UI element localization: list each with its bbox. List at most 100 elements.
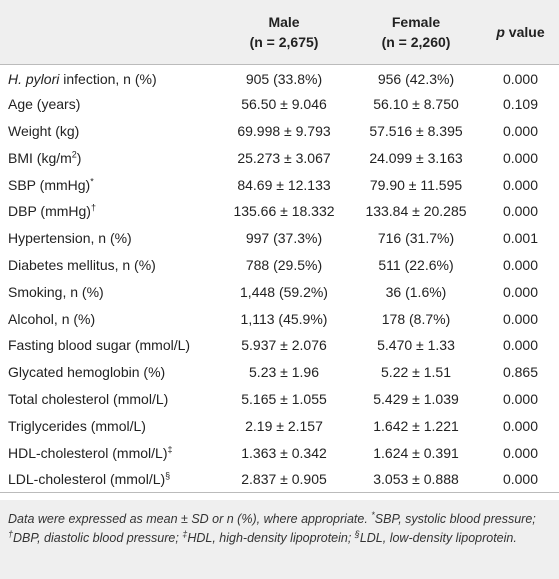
header-text: value <box>504 23 545 40</box>
cell: 905 (33.8%) <box>245 70 323 87</box>
row-label: SBP (mmHg)* <box>0 171 218 198</box>
cell: 79.90 ± 11.595 <box>369 176 463 193</box>
table-row: Triglycerides (mmol/L) 2.19 ± 2.157 1.642 … <box>0 412 559 439</box>
table-row: Weight (kg) 69.998 ± 9.793 57.516 ± 8.395 0… <box>0 118 559 145</box>
text-segment: Fasting blood sugar (mmol/L) <box>8 337 191 354</box>
cell: 56.10 ± 8.750 <box>373 96 459 113</box>
cell: 0.109 <box>502 96 539 113</box>
cell: 24.099 ± 3.163 <box>369 149 463 166</box>
cell: 69.998 ± 9.793 <box>237 122 331 139</box>
text-segment: ) <box>76 149 82 166</box>
cell: 133.84 ± 20.285 <box>365 203 467 220</box>
cell: 0.000 <box>502 417 539 434</box>
text-segment: Triglycerides (mmol/L) <box>8 417 146 434</box>
header-text: (n = 2,260) <box>381 33 451 50</box>
row-label: BMI (kg/m2) <box>0 144 218 171</box>
text-segment: DBP (mmHg) <box>8 203 91 220</box>
cell: 5.23 ± 1.96 <box>249 364 319 381</box>
cell: 0.000 <box>502 149 539 166</box>
row-label: Triglycerides (mmol/L) <box>0 412 218 439</box>
row-label: Alcohol, n (%) <box>0 305 218 332</box>
row-label: Glycated hemoglobin (%) <box>0 359 218 386</box>
row-label: H. pylori infection, n (%) <box>0 64 218 91</box>
cell: 0.000 <box>502 283 539 300</box>
cell: 0.000 <box>502 310 539 327</box>
table-row: Alcohol, n (%) 1,113 (45.9%) 178 (8.7%) 0.0… <box>0 305 559 332</box>
cell: 997 (37.3%) <box>245 230 323 247</box>
text-segment: Glycated hemoglobin (%) <box>8 364 166 381</box>
text-segment: HDL-cholesterol (mmol/L) <box>8 444 168 461</box>
cell: 0.865 <box>502 364 539 381</box>
cell: 0.000 <box>502 444 539 461</box>
cell: 5.470 ± 1.33 <box>377 337 455 354</box>
cell: 5.937 ± 2.076 <box>241 337 327 354</box>
header-text: Female <box>391 13 441 30</box>
cell: 0.000 <box>502 390 539 407</box>
cell: 1.624 ± 0.391 <box>373 444 459 461</box>
superscript: * <box>90 175 94 186</box>
text-segment: Age (years) <box>8 96 81 113</box>
cell: 178 (8.7%) <box>381 310 451 327</box>
header-text: (n = 2,675) <box>249 33 319 50</box>
row-label: LDL-cholesterol (mmol/L)§ <box>0 466 218 493</box>
cell: 0.000 <box>502 256 539 273</box>
cell: 5.165 ± 1.055 <box>241 390 327 407</box>
footnote: Data were expressed as mean ± SD or n (%… <box>0 500 559 579</box>
row-label: Fasting blood sugar (mmol/L) <box>0 332 218 359</box>
row-label: Weight (kg) <box>0 118 218 145</box>
table-row: DBP (mmHg)† 135.66 ± 18.332 133.84 ± 20.28… <box>0 198 559 225</box>
text-segment: Smoking, n (%) <box>8 283 104 300</box>
superscript: § <box>354 528 360 539</box>
header-text: Male <box>268 13 300 30</box>
table-row: Diabetes mellitus, n (%) 788 (29.5%) 511 (… <box>0 252 559 279</box>
text-segment: Data were expressed as mean ± SD or n (%… <box>8 512 372 526</box>
table-row: Age (years) 56.50 ± 9.046 56.10 ± 8.750 0.1… <box>0 91 559 118</box>
text-segment: Weight (kg) <box>8 122 80 139</box>
text-segment: Hypertension, n (%) <box>8 230 132 247</box>
row-label: Age (years) <box>0 91 218 118</box>
superscript: * <box>371 509 375 520</box>
superscript: ‡ <box>167 443 173 454</box>
cell: 36 (1.6%) <box>385 283 447 300</box>
cell: 1,113 (45.9%) <box>240 310 328 327</box>
table-body: H. pylori infection, n (%) 905 (33.8%) 956… <box>0 64 559 493</box>
text-segment: HDL, high-density lipoprotein; <box>187 531 355 545</box>
superscript: 2 <box>71 149 77 160</box>
text-segment: SBP, systolic blood pressure; <box>374 512 536 526</box>
row-label: DBP (mmHg)† <box>0 198 218 225</box>
cell: 788 (29.5%) <box>245 256 323 273</box>
table-row: BMI (kg/m2) 25.273 ± 3.067 24.099 ± 3.163 0… <box>0 144 559 171</box>
table-row: Fasting blood sugar (mmol/L) 5.937 ± 2.07… <box>0 332 559 359</box>
table-row: H. pylori infection, n (%) 905 (33.8%) 956… <box>0 64 559 91</box>
cell: 716 (31.7%) <box>377 230 455 247</box>
cell: 0.000 <box>502 471 539 488</box>
cell: 5.22 ± 1.51 <box>381 364 451 381</box>
row-label: Total cholesterol (mmol/L) <box>0 386 218 413</box>
cell: 56.50 ± 9.046 <box>241 96 327 113</box>
text-segment: LDL-cholesterol (mmol/L) <box>8 471 166 488</box>
cell: 84.69 ± 12.133 <box>237 176 331 193</box>
superscript: † <box>8 528 14 539</box>
header-row: Male (n = 2,675) Female (n = 2,260) p value <box>0 0 559 64</box>
cell: 3.053 ± 0.888 <box>373 471 459 488</box>
cell: 57.516 ± 8.395 <box>369 122 463 139</box>
text-segment: Total cholesterol (mmol/L) <box>8 390 169 407</box>
cell: 135.66 ± 18.332 <box>233 203 335 220</box>
column-header <box>0 0 218 64</box>
cell: 0.000 <box>502 70 539 87</box>
cell: 1.363 ± 0.342 <box>241 444 327 461</box>
text-segment: LDL, low-density lipoprotein. <box>359 531 517 545</box>
table-row: SBP (mmHg)* 84.69 ± 12.133 79.90 ± 11.595 0… <box>0 171 559 198</box>
cell: 0.000 <box>502 203 539 220</box>
text-segment: Alcohol, n (%) <box>8 310 96 327</box>
data-table: Male (n = 2,675) Female (n = 2,260) p value … <box>0 0 559 493</box>
text-segment: SBP (mmHg) <box>8 176 91 193</box>
superscript: † <box>90 202 96 213</box>
cell: 511 (22.6%) <box>378 256 454 273</box>
cell: 1,448 (59.2%) <box>240 283 328 300</box>
column-header: Male (n = 2,675) <box>218 0 350 64</box>
text-segment: infection, n (%) <box>59 70 157 87</box>
cell: 5.429 ± 1.039 <box>373 390 459 407</box>
row-label: Hypertension, n (%) <box>0 225 218 252</box>
